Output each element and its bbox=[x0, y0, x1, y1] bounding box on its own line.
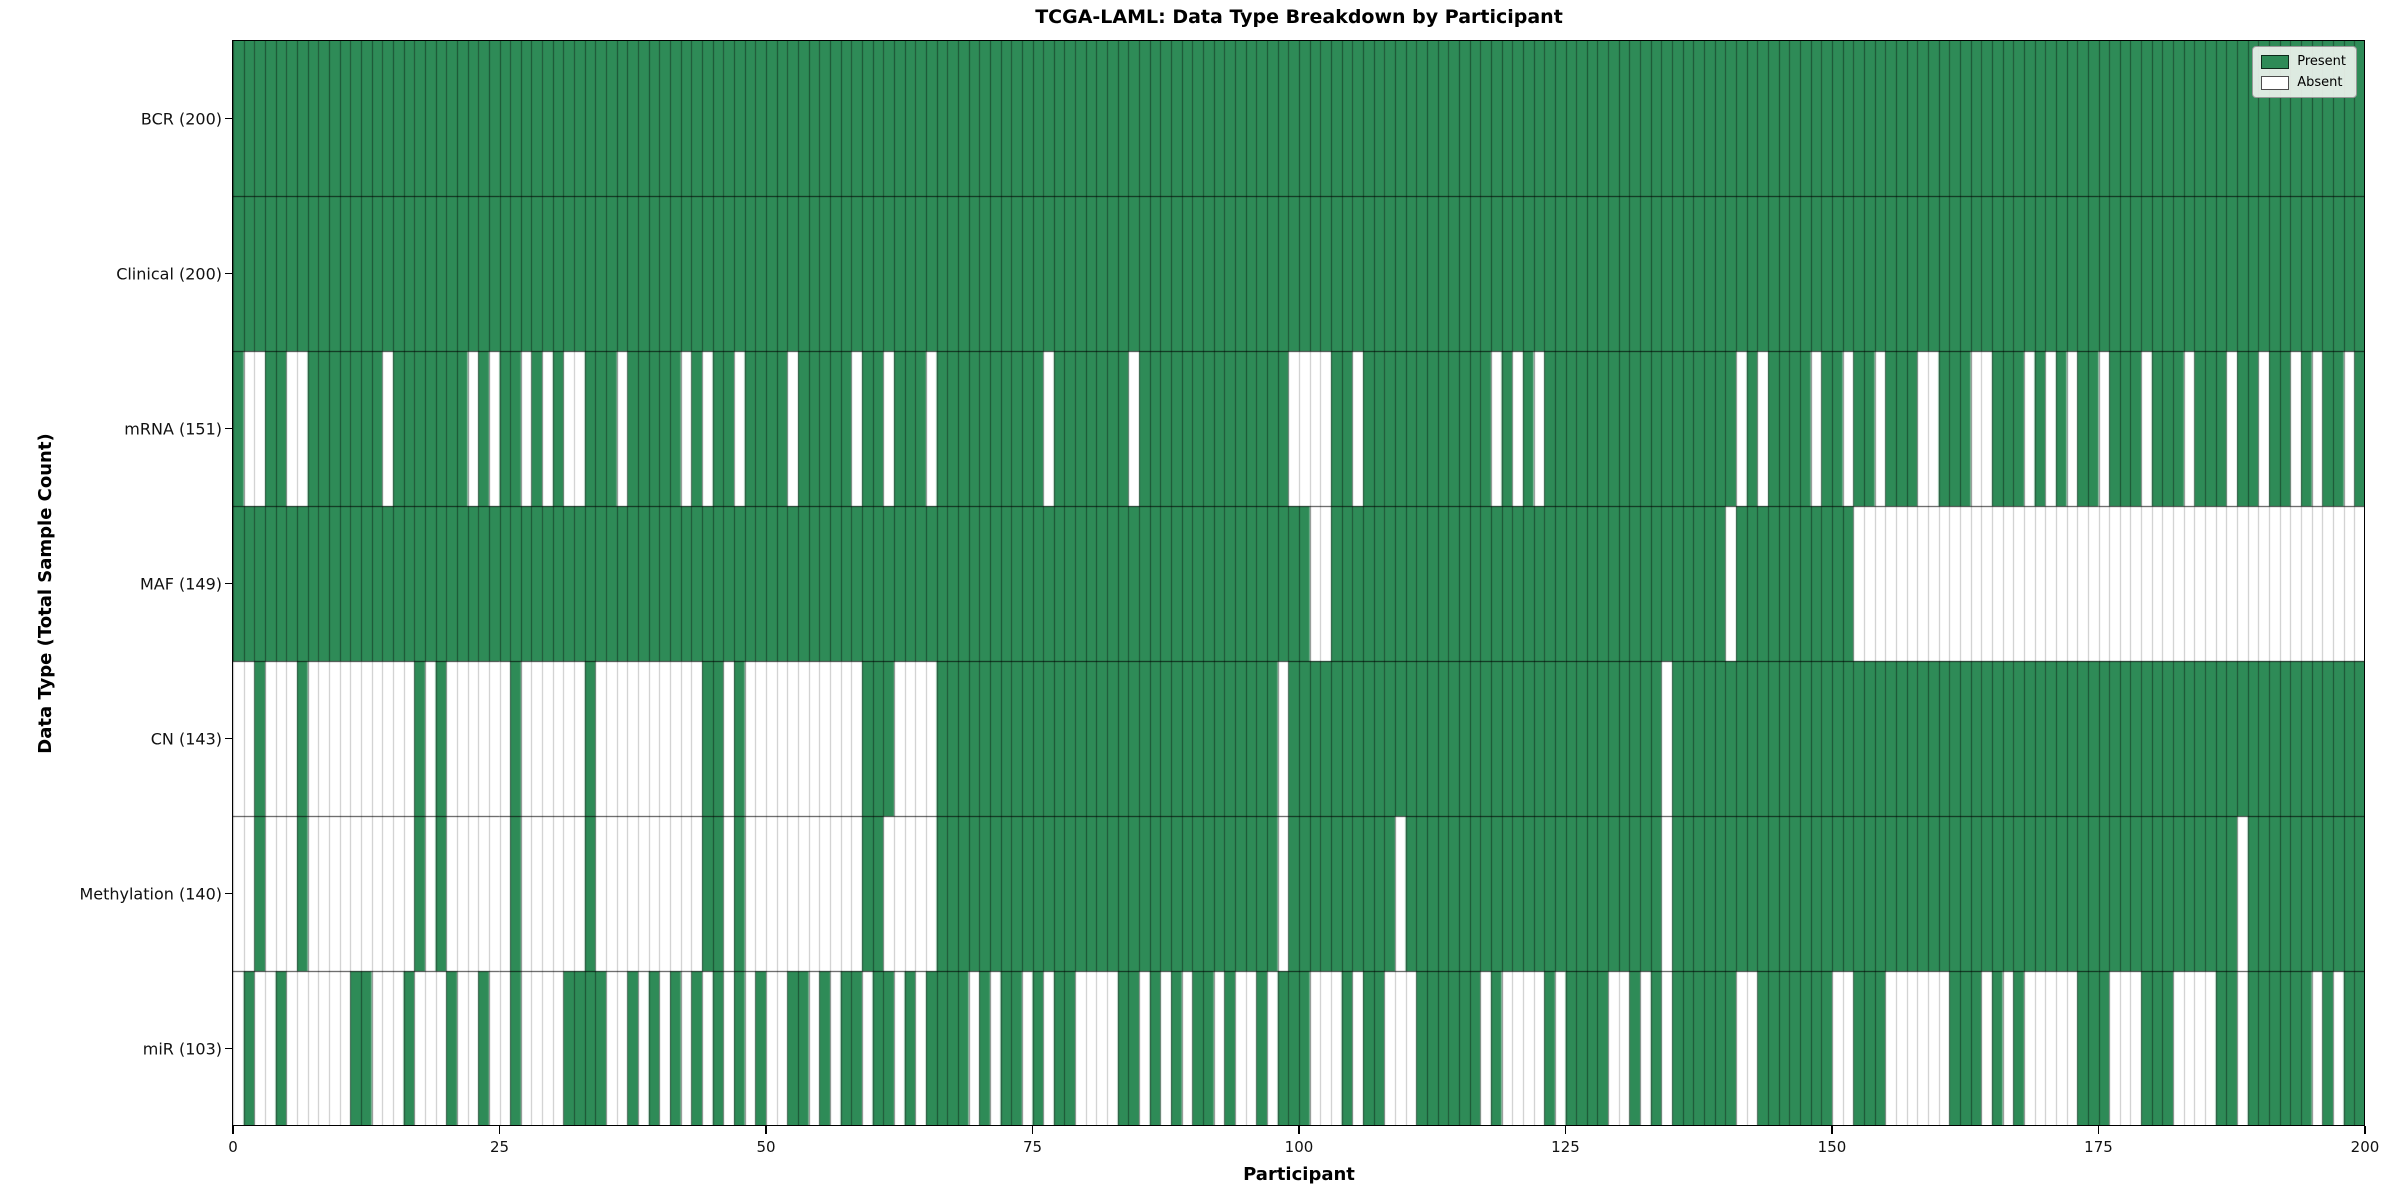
chart-title: TCGA-LAML: Data Type Breakdown by Partic… bbox=[1035, 6, 1563, 28]
x-tick-label: 125 bbox=[1551, 1138, 1580, 1156]
y-tick-label: Methylation (140) bbox=[79, 884, 222, 903]
legend-absent-label: Absent bbox=[2297, 75, 2343, 90]
x-tick-label: 0 bbox=[228, 1138, 238, 1156]
x-tick-mark bbox=[1031, 1126, 1034, 1134]
y-tick-mark bbox=[225, 1047, 233, 1050]
heatmap-grid bbox=[233, 41, 2365, 1126]
legend-entry-absent: Absent bbox=[2261, 75, 2346, 90]
y-tick-mark bbox=[225, 737, 233, 740]
x-tick-mark bbox=[765, 1126, 767, 1134]
x-tick-mark bbox=[1298, 1126, 1300, 1134]
x-tick-mark bbox=[2364, 1126, 2366, 1134]
y-tick-label: miR (103) bbox=[142, 1039, 222, 1058]
y-tick-mark bbox=[225, 892, 233, 895]
x-tick-label: 200 bbox=[2350, 1138, 2380, 1156]
x-tick-label: 150 bbox=[1817, 1138, 1847, 1156]
x-tick-mark bbox=[2097, 1126, 2100, 1134]
x-tick-label: 75 bbox=[1022, 1138, 1043, 1156]
y-tick-mark bbox=[225, 582, 233, 585]
legend-absent-swatch-icon bbox=[2261, 75, 2290, 90]
y-tick-label: MAF (149) bbox=[139, 574, 222, 593]
y-tick-label: mRNA (151) bbox=[124, 419, 222, 438]
x-axis-label: Participant bbox=[1243, 1164, 1355, 1185]
y-tick-mark bbox=[225, 427, 233, 430]
y-tick-label: BCR (200) bbox=[140, 109, 222, 128]
y-axis-label: Data Type (Total Sample Count) bbox=[35, 433, 56, 754]
legend-entry-present: Present bbox=[2261, 54, 2346, 69]
x-tick-label: 25 bbox=[489, 1138, 510, 1156]
x-tick-mark bbox=[498, 1126, 501, 1134]
y-tick-mark bbox=[225, 272, 233, 275]
y-tick-mark bbox=[225, 117, 233, 120]
x-tick-label: 175 bbox=[2084, 1138, 2113, 1156]
x-tick-mark bbox=[232, 1126, 234, 1134]
y-tick-label: CN (143) bbox=[150, 729, 222, 748]
x-tick-label: 100 bbox=[1284, 1138, 1314, 1156]
y-tick-label: Clinical (200) bbox=[116, 264, 222, 283]
legend-present-label: Present bbox=[2297, 54, 2346, 69]
x-tick-mark bbox=[1564, 1126, 1567, 1134]
x-tick-mark bbox=[1831, 1126, 1833, 1134]
legend-present-swatch-icon bbox=[2261, 54, 2290, 69]
legend: Present Absent bbox=[2252, 46, 2357, 98]
x-tick-label: 50 bbox=[756, 1138, 776, 1156]
